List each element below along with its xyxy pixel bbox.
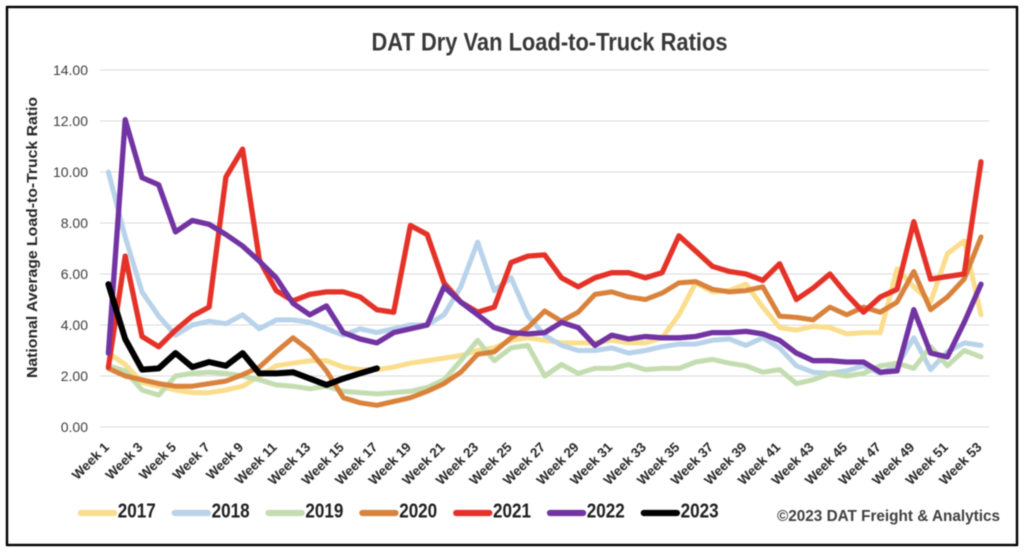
svg-text:2021: 2021: [493, 501, 531, 523]
svg-text:10.00: 10.00: [53, 164, 88, 180]
svg-text:2018: 2018: [212, 501, 250, 523]
svg-text:2019: 2019: [305, 501, 343, 523]
svg-text:6.00: 6.00: [61, 266, 88, 282]
svg-text:©2023 DAT Freight & Analytics: ©2023 DAT Freight & Analytics: [777, 508, 1000, 525]
svg-text:2022: 2022: [587, 501, 625, 523]
svg-text:National Average Load-to-Truck: National Average Load-to-Truck Ratio: [25, 97, 41, 378]
svg-text:2023: 2023: [681, 501, 719, 523]
svg-text:2020: 2020: [399, 501, 437, 523]
svg-text:2.00: 2.00: [61, 368, 88, 384]
svg-text:0.00: 0.00: [61, 419, 88, 435]
svg-text:8.00: 8.00: [61, 215, 88, 231]
svg-text:2017: 2017: [118, 501, 156, 523]
svg-text:4.00: 4.00: [61, 317, 88, 333]
svg-text:14.00: 14.00: [53, 62, 88, 78]
svg-text:DAT Dry Van Load-to-Truck Rati: DAT Dry Van Load-to-Truck Ratios: [372, 29, 728, 57]
svg-text:12.00: 12.00: [53, 113, 88, 129]
